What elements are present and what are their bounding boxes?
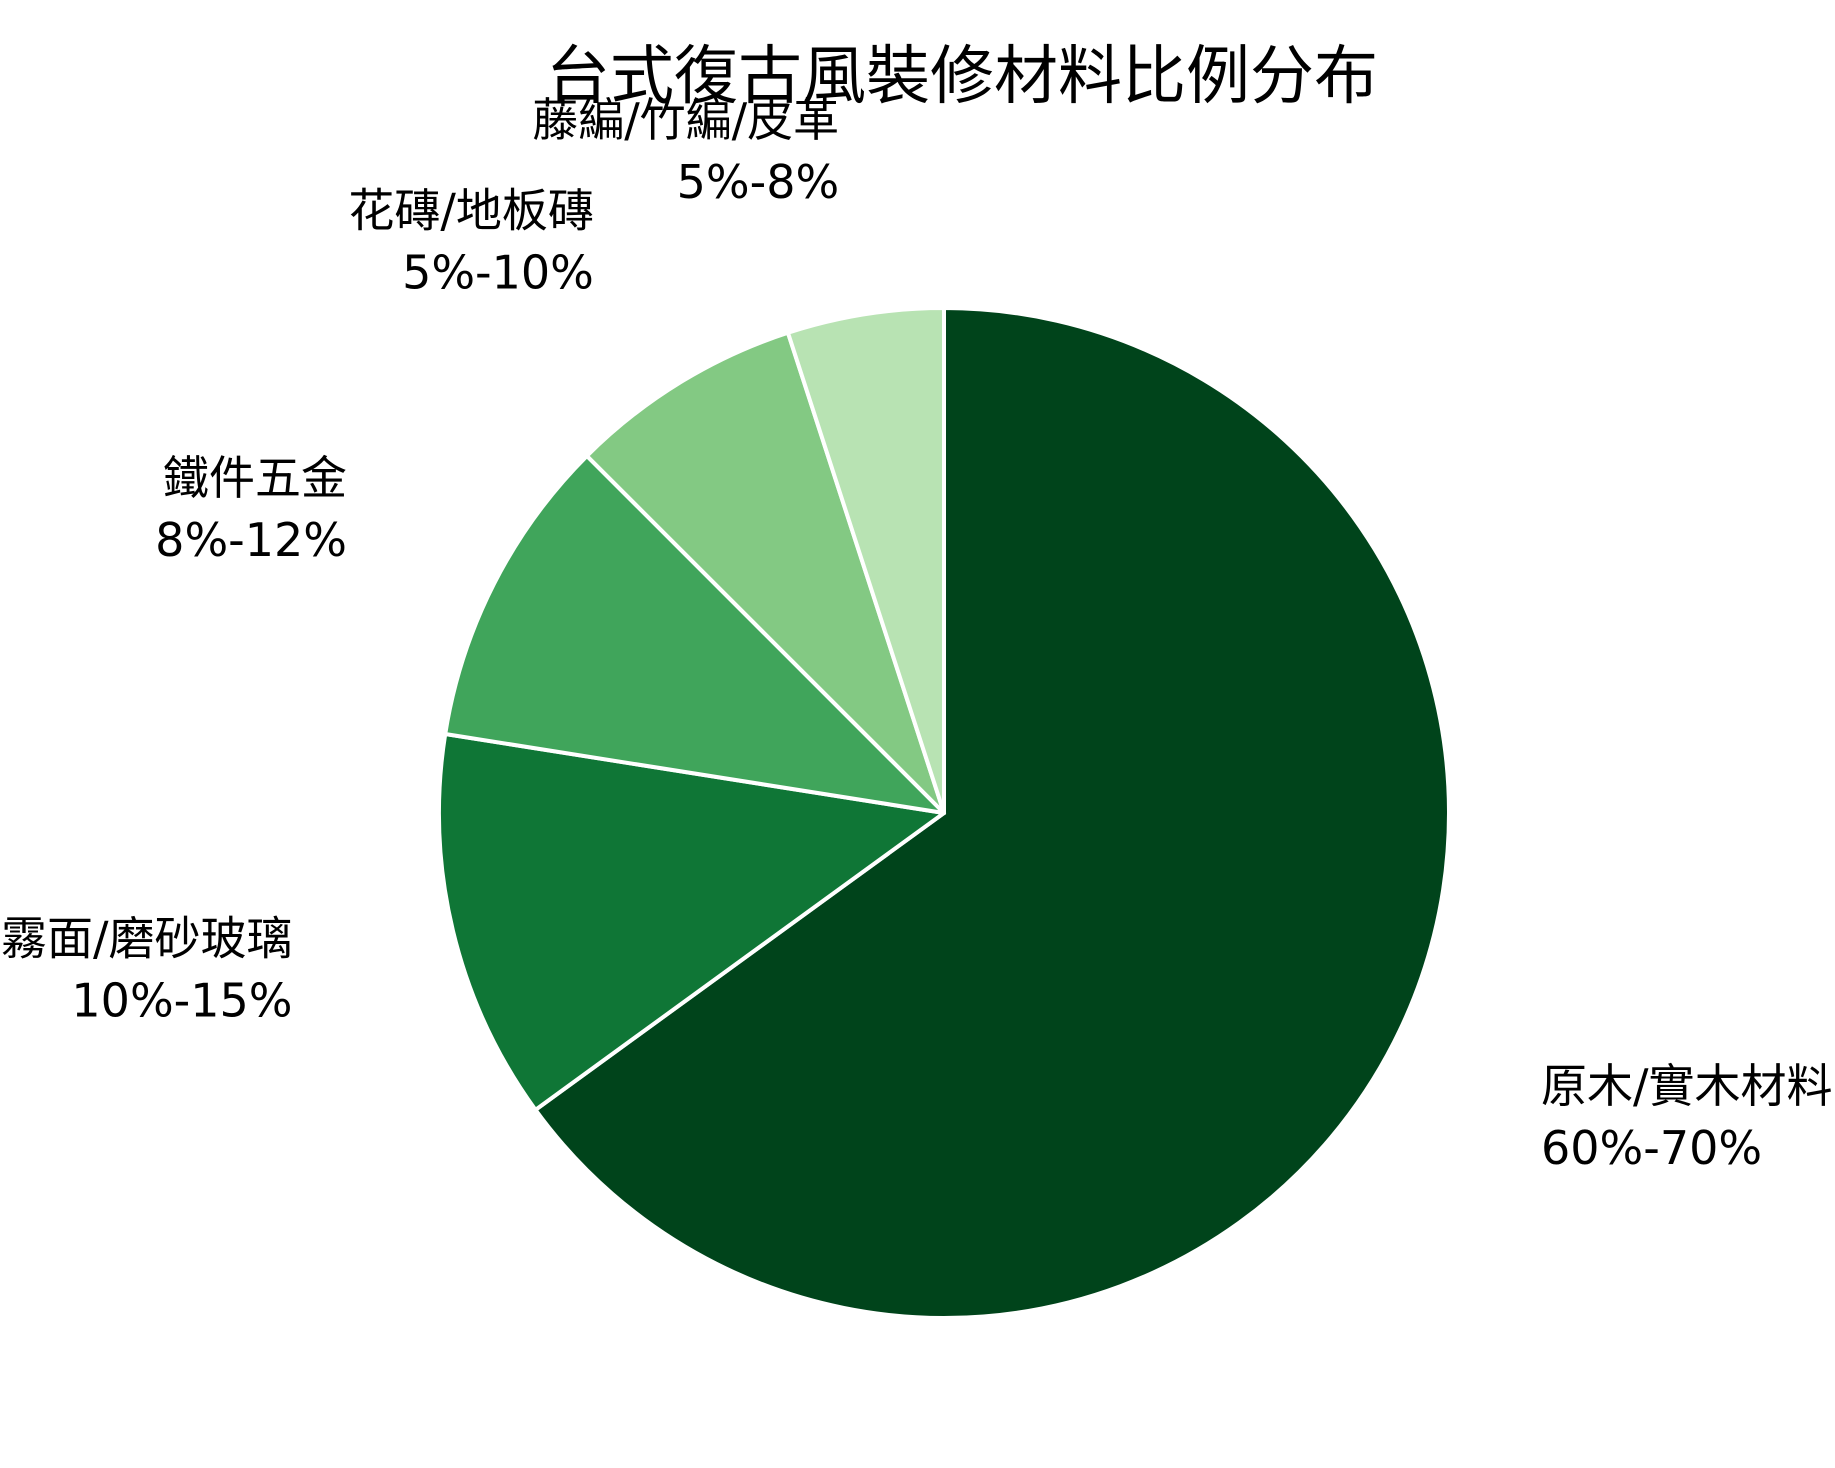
slice-label-0: 原木/實木材料 60%-70% bbox=[1541, 1059, 1833, 1175]
pie-slice-1 bbox=[437, 732, 946, 1112]
pie-slice-3 bbox=[584, 330, 946, 815]
slice-range-1: 10%-15% bbox=[71, 973, 292, 1027]
pie-slices bbox=[437, 306, 1451, 1320]
slice-range-2: 8%-12% bbox=[155, 513, 347, 567]
pie-slice-2 bbox=[443, 453, 946, 815]
slice-name-0: 原木/實木材料 bbox=[1541, 1059, 1833, 1113]
slice-name-3: 花磚/地板磚 bbox=[348, 184, 594, 238]
slice-label-3: 花磚/地板磚 5%-10% bbox=[348, 184, 594, 300]
slice-range-3: 5%-10% bbox=[402, 246, 594, 300]
pie-slice-0 bbox=[533, 306, 1451, 1320]
slice-label-2: 鐵件五金 8%-12% bbox=[155, 451, 347, 567]
slice-range-4: 5%-8% bbox=[677, 155, 840, 209]
pie-slice-4 bbox=[785, 306, 946, 815]
slice-label-4: 藤編/竹編/皮革 5%-8% bbox=[532, 93, 839, 209]
slice-name-4: 藤編/竹編/皮革 bbox=[532, 93, 839, 147]
slice-label-1: 霧面/磨砂玻璃 10%-15% bbox=[1, 911, 293, 1027]
slice-name-2: 鐵件五金 bbox=[163, 451, 347, 505]
slice-name-1: 霧面/磨砂玻璃 bbox=[1, 911, 293, 965]
chart-title: 台式復古風裝修材料比例分布 bbox=[546, 40, 1378, 114]
pie-labels: 原木/實木材料 60%-70% 霧面/磨砂玻璃 10%-15% 鐵件五金 8%-12% 花磚… bbox=[1, 93, 1833, 1175]
slice-range-0: 60%-70% bbox=[1541, 1121, 1762, 1175]
